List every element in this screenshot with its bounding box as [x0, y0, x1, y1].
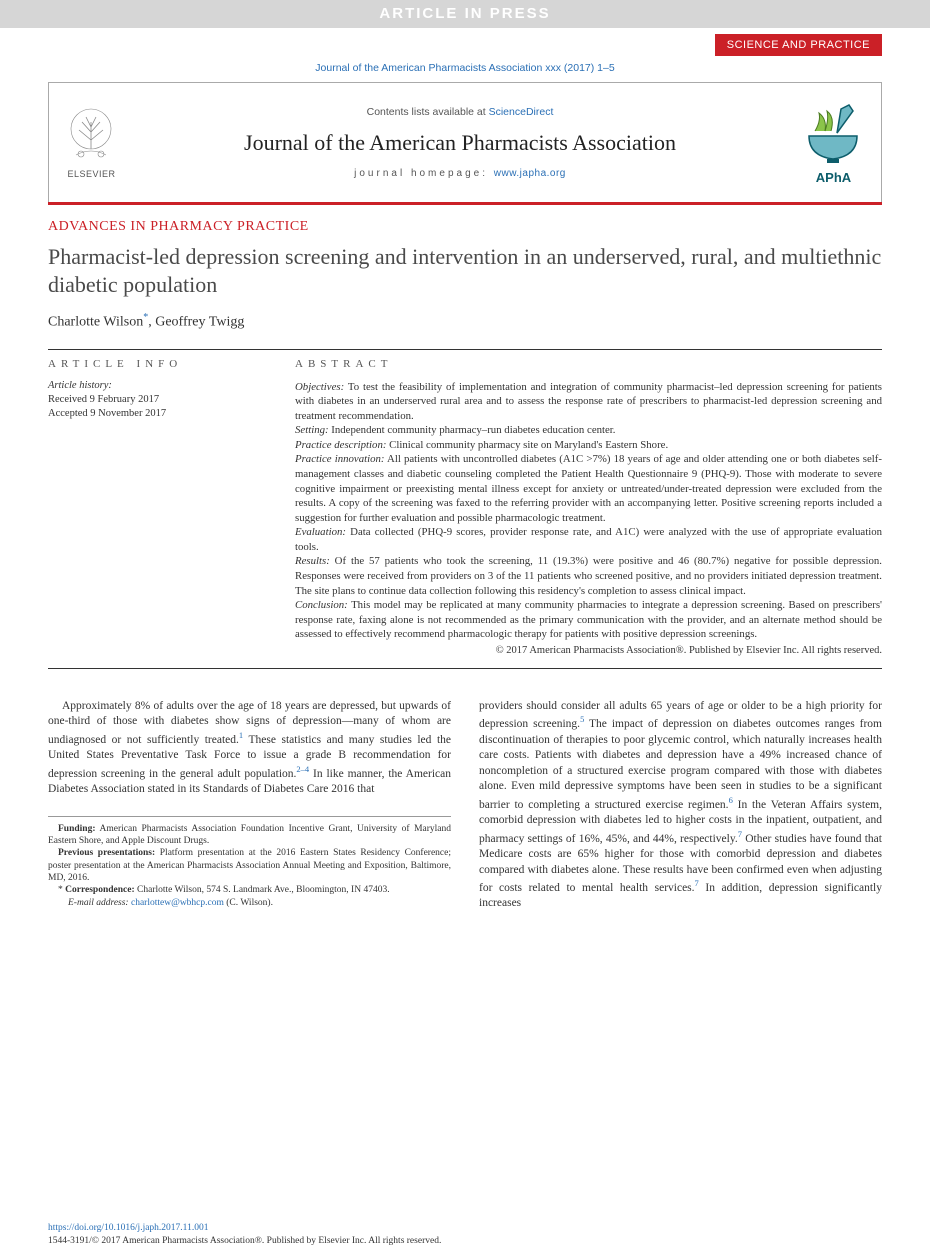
accepted-date: Accepted 9 November 2017: [48, 407, 263, 421]
publisher-name: ELSEVIER: [67, 169, 115, 179]
elsevier-tree-icon: [64, 107, 119, 167]
author-list: Charlotte Wilson*, Geoffrey Twigg: [48, 312, 882, 331]
email-label: E-mail address:: [68, 898, 131, 908]
badge-row: SCIENCE AND PRACTICE: [0, 28, 930, 56]
apha-mortar-pestle-icon: [801, 101, 866, 166]
practice-description-text: Clinical community pharmacy site on Mary…: [386, 439, 668, 451]
body-column-left: Approximately 8% of adults over the age …: [48, 699, 451, 912]
journal-title: Journal of the American Pharmacists Asso…: [134, 130, 786, 156]
objectives-text: To test the feasibility of implementatio…: [295, 381, 882, 422]
body-text-2b: The impact of depression on diabetes out…: [479, 718, 882, 810]
society-logo-block: APhA: [786, 83, 881, 202]
received-date: Received 9 February 2017: [48, 393, 263, 407]
society-name: APhA: [816, 170, 851, 185]
body-column-right: providers should consider all adults 65 …: [479, 699, 882, 912]
objectives-label: Objectives:: [295, 381, 344, 393]
funding-text: American Pharmacists Association Foundat…: [48, 824, 451, 846]
journal-homepage-line: journal homepage: www.japha.org: [134, 168, 786, 179]
contents-available-line: Contents lists available at ScienceDirec…: [134, 106, 786, 118]
author-2: Geoffrey Twigg: [155, 315, 244, 330]
article-category: ADVANCES IN PHARMACY PRACTICE: [48, 219, 882, 235]
article-title: Pharmacist-led depression screening and …: [48, 243, 882, 298]
section-badge: SCIENCE AND PRACTICE: [715, 34, 882, 56]
email-link[interactable]: charlottew@wbhcp.com: [131, 898, 224, 908]
evaluation-label: Evaluation:: [295, 526, 346, 538]
previous-presentations-label: Previous presentations:: [58, 848, 155, 858]
setting-text: Independent community pharmacy–run diabe…: [329, 424, 616, 436]
masthead: ELSEVIER Contents lists available at Sci…: [48, 82, 882, 202]
conclusion-label: Conclusion:: [295, 599, 348, 611]
abstract-heading: ABSTRACT: [295, 358, 882, 370]
issn-copyright: 1544-3191/© 2017 American Pharmacists As…: [48, 1236, 441, 1246]
funding-footnote: Funding: American Pharmacists Associatio…: [48, 823, 451, 848]
article-content: ADVANCES IN PHARMACY PRACTICE Pharmacist…: [0, 205, 930, 912]
article-info-heading: ARTICLE INFO: [48, 358, 263, 370]
sciencedirect-link[interactable]: ScienceDirect: [489, 106, 554, 118]
journal-homepage-link[interactable]: www.japha.org: [494, 168, 566, 179]
results-text: Of the 57 patients who took the screenin…: [295, 555, 882, 596]
correspondence-footnote: * Correspondence: Charlotte Wilson, 574 …: [48, 884, 451, 896]
correspondence-text: Charlotte Wilson, 574 S. Landmark Ave., …: [135, 885, 390, 895]
article-in-press-banner: ARTICLE IN PRESS: [0, 0, 930, 28]
setting-label: Setting:: [295, 424, 329, 436]
corresponding-marker[interactable]: *: [143, 312, 148, 323]
practice-innovation-label: Practice innovation:: [295, 453, 385, 465]
article-history-label: Article history:: [48, 380, 263, 391]
abstract-text: Objectives: To test the feasibility of i…: [295, 380, 882, 658]
correspondence-label: Correspondence:: [63, 885, 135, 895]
practice-description-label: Practice description:: [295, 439, 386, 451]
body-paragraph-1: Approximately 8% of adults over the age …: [48, 699, 451, 798]
evaluation-text: Data collected (PHQ-9 scores, provider r…: [295, 526, 882, 553]
body-paragraph-2: providers should consider all adults 65 …: [479, 699, 882, 912]
journal-reference[interactable]: Journal of the American Pharmacists Asso…: [0, 56, 930, 82]
info-abstract-block: ARTICLE INFO Article history: Received 9…: [48, 349, 882, 669]
funding-label: Funding:: [58, 824, 96, 834]
article-info-column: ARTICLE INFO Article history: Received 9…: [48, 349, 263, 658]
email-suffix: (C. Wilson).: [224, 898, 273, 908]
ref-link-2-4[interactable]: 2–4: [296, 764, 309, 774]
footnotes-block: Funding: American Pharmacists Associatio…: [48, 816, 451, 909]
abstract-copyright: © 2017 American Pharmacists Association®…: [295, 644, 882, 658]
email-footnote: E-mail address: charlottew@wbhcp.com (C.…: [48, 897, 451, 909]
homepage-prefix: journal homepage:: [354, 168, 494, 179]
abstract-column: ABSTRACT Objectives: To test the feasibi…: [295, 349, 882, 658]
results-label: Results:: [295, 555, 330, 567]
masthead-center: Contents lists available at ScienceDirec…: [134, 83, 786, 202]
conclusion-text: This model may be replicated at many com…: [295, 599, 882, 640]
page-footer: https://doi.org/10.1016/j.japh.2017.11.0…: [48, 1222, 882, 1248]
contents-prefix: Contents lists available at: [367, 106, 489, 118]
body-columns: Approximately 8% of adults over the age …: [48, 699, 882, 912]
previous-presentations-footnote: Previous presentations: Platform present…: [48, 847, 451, 884]
publisher-logo-block: ELSEVIER: [49, 83, 134, 202]
author-1: Charlotte Wilson: [48, 315, 143, 330]
doi-link[interactable]: https://doi.org/10.1016/j.japh.2017.11.0…: [48, 1223, 208, 1233]
